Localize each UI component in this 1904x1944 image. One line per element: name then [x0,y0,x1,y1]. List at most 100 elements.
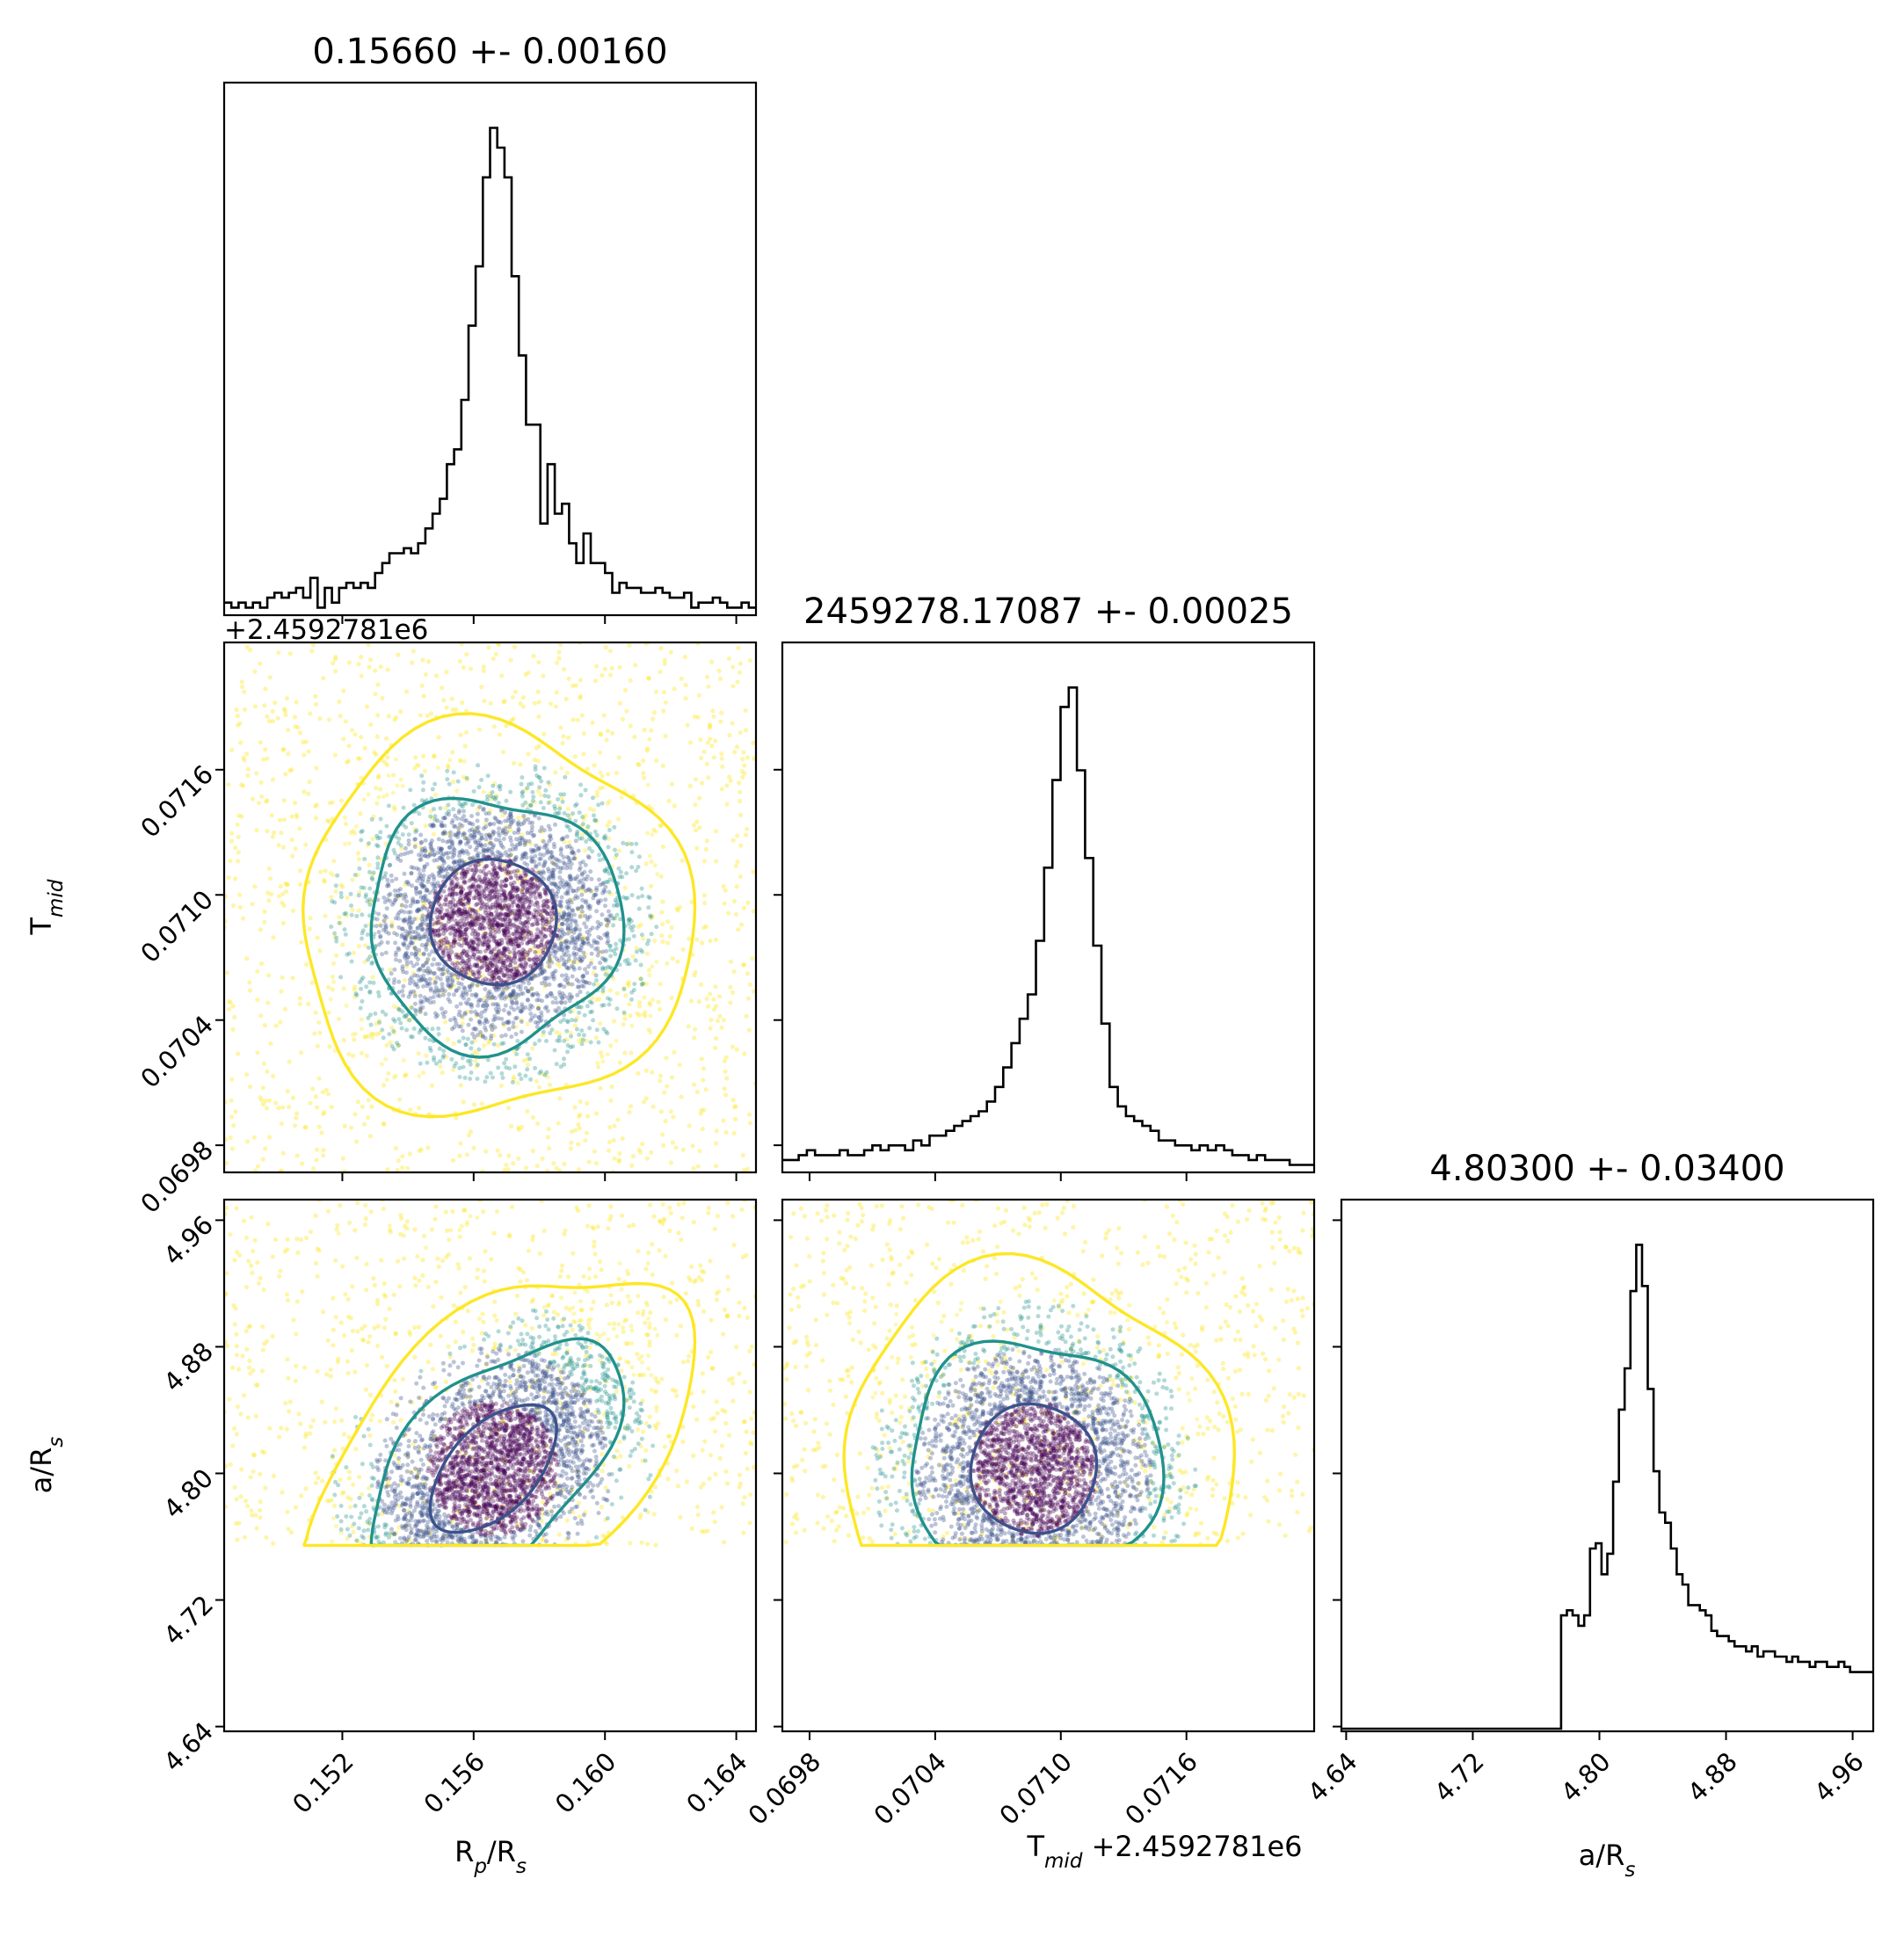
scatter-point [425,914,430,918]
scatter-point [549,960,555,965]
scatter-point [745,971,751,976]
scatter-point [627,917,632,922]
scatter-point [330,974,335,980]
scatter-point [413,1007,418,1012]
scatter-point [314,1157,319,1163]
scatter-point [279,831,284,836]
scatter-point [459,816,464,822]
scatter-point [278,817,283,823]
scatter-point [650,997,656,1003]
scatter-point [258,927,263,932]
scatter-point [414,982,419,987]
scatter-point [473,896,478,901]
scatter-point [499,923,505,928]
scatter-point [389,873,394,878]
scatter-point [508,813,513,818]
scatter-point [728,959,734,964]
scatter-point [604,969,610,975]
scatter-point [246,1365,251,1370]
scatter-point [294,812,299,817]
scatter-point [621,895,626,900]
scatter-point [329,1105,334,1110]
scatter-point [658,982,663,987]
scatter-point [487,893,492,898]
scatter-point [721,1018,727,1023]
scatter-point [605,1052,610,1057]
scatter-point [435,915,440,920]
scatter-point [458,825,463,831]
scatter-point [481,664,486,670]
scatter-point [603,897,608,903]
scatter-point [467,943,472,948]
scatter-point [511,617,515,621]
scatter-point [254,771,259,776]
scatter-point [350,1032,355,1037]
scatter-point [585,939,591,945]
scatter-point [586,964,591,969]
scatter-point [496,1065,501,1070]
scatter-point [517,963,522,968]
scatter-point [606,996,610,1001]
scatter-point [559,954,564,960]
scatter-point [601,1003,607,1008]
scatter-point [589,951,594,956]
scatter-point [671,1114,676,1120]
scatter-point [405,1017,411,1022]
scatter-point [570,683,576,688]
scatter-point [425,982,431,986]
scatter-point [423,1012,428,1017]
scatter-point [352,987,357,992]
scatter-point [445,768,450,773]
scatter-point [541,908,547,913]
scatter-point [463,1000,469,1005]
scatter-point [396,840,401,845]
scatter-point [476,1012,481,1017]
scatter-point [556,983,562,988]
scatter-point [460,871,465,876]
scatter-point [407,929,412,934]
scatter-point [407,977,412,983]
scatter-point [581,889,586,895]
scatter-point [412,993,418,998]
scatter-point [486,1041,491,1046]
scatter-point [459,925,464,930]
scatter-point [348,830,353,836]
scatter-point [575,1026,579,1032]
scatter-point [483,954,488,960]
scatter-point [579,1028,585,1034]
scatter-point [538,871,543,876]
scatter-point [589,958,594,963]
scatter-point [508,822,513,826]
scatter-point [436,845,441,851]
scatter-point [488,922,493,927]
scatter-point [479,958,484,963]
scatter-point [568,1045,573,1049]
scatter-point [478,922,483,927]
scatter-point [266,718,272,724]
scatter-point [458,1141,463,1146]
scatter-point [524,954,529,960]
scatter-point [591,970,596,976]
scatter-point [520,882,526,888]
scatter-point [374,801,380,806]
scatter-point [409,871,414,876]
scatter-point [359,830,364,835]
scatter-point [454,910,459,915]
scatter-point [529,946,535,952]
scatter-point [426,850,432,855]
scatter-point [557,909,563,914]
scatter-point [418,1147,424,1152]
scatter-point [639,932,644,938]
scatter-point [479,778,484,782]
scatter-point [663,700,669,706]
scatter-point [281,798,287,803]
scatter-point [457,907,462,912]
scatter-point [469,992,475,997]
scatter-point [442,823,447,829]
scatter-point [628,723,633,729]
scatter-point [401,993,406,998]
scatter-point [351,1053,356,1058]
scatter-point [462,968,468,973]
scatter-point [545,601,549,606]
scatter-point [476,843,481,848]
